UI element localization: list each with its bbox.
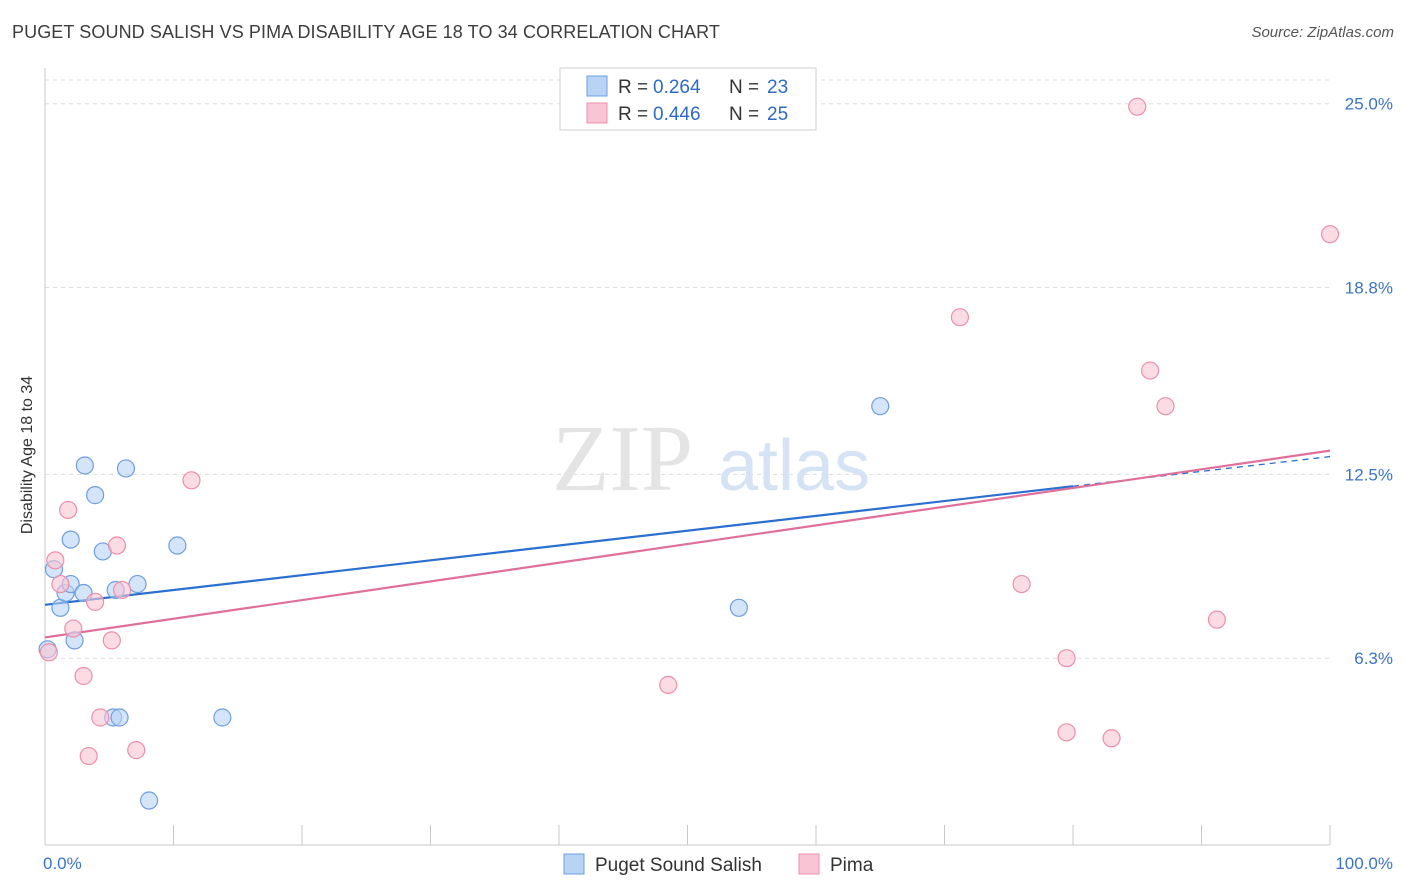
legend-n-label-blue: N = bbox=[729, 77, 759, 98]
point-blue-8 bbox=[75, 456, 94, 475]
point-blue-14 bbox=[116, 459, 136, 478]
x-tick-label-1: 100.0% bbox=[1335, 854, 1393, 873]
point-pink-17 bbox=[1057, 649, 1076, 668]
point-blue-17 bbox=[168, 536, 187, 555]
trend-layer bbox=[44, 449, 1331, 639]
watermark-zip: ZIP bbox=[552, 407, 693, 511]
point-blue-19 bbox=[729, 598, 749, 617]
point-pink-18 bbox=[1057, 723, 1076, 742]
legend-swatch-blue bbox=[586, 75, 608, 97]
bottom-legend-swatch-blue bbox=[563, 853, 585, 875]
point-pink-23 bbox=[1207, 610, 1227, 629]
point-pink-19 bbox=[1102, 729, 1121, 748]
y-tick-label-1: 12.5% bbox=[1345, 465, 1393, 484]
bottom-legend-label-pink: Pima bbox=[830, 855, 874, 876]
chart-title: PUGET SOUND SALISH VS PIMA DISABILITY AG… bbox=[12, 22, 721, 42]
point-blue-15 bbox=[128, 574, 147, 594]
point-pink-1 bbox=[46, 551, 65, 570]
point-pink-4 bbox=[64, 619, 83, 638]
legend-r-value-pink: 0.446 bbox=[653, 104, 701, 125]
point-pink-6 bbox=[79, 746, 98, 766]
point-blue-5 bbox=[61, 530, 80, 549]
legend: R = 0.264 N = 23 R = 0.446 N = 25 bbox=[559, 67, 817, 131]
y-axis-title: Disability Age 18 to 34 bbox=[19, 376, 36, 534]
point-pink-21 bbox=[1140, 361, 1160, 380]
y-tick-label-0: 6.3% bbox=[1354, 649, 1393, 668]
point-pink-11 bbox=[112, 580, 132, 600]
point-pink-10 bbox=[107, 536, 127, 555]
point-pink-3 bbox=[59, 500, 78, 520]
point-pink-0 bbox=[39, 643, 58, 662]
legend-r-value-blue: 0.264 bbox=[653, 77, 701, 98]
axis-layer: 6.3% 12.5% 18.8% 25.0% 0.0% 100.0% bbox=[43, 68, 1393, 873]
grid-layer bbox=[45, 79, 1330, 659]
y-tick-label-3: 25.0% bbox=[1345, 95, 1393, 114]
legend-n-value-blue: 23 bbox=[767, 77, 788, 98]
point-blue-9 bbox=[86, 486, 105, 505]
point-pink-13 bbox=[182, 471, 201, 490]
bottom-legend-swatch-pink bbox=[798, 853, 820, 875]
point-blue-18 bbox=[213, 708, 232, 727]
point-pink-7 bbox=[86, 592, 105, 611]
point-pink-9 bbox=[102, 631, 121, 650]
legend-n-value-pink: 25 bbox=[767, 104, 788, 125]
point-blue-13 bbox=[110, 708, 129, 727]
legend-r-label-blue: R = bbox=[618, 77, 648, 98]
point-pink-8 bbox=[91, 708, 110, 727]
point-pink-5 bbox=[74, 666, 93, 686]
point-pink-22 bbox=[1156, 397, 1175, 416]
x-tick-label-0: 0.0% bbox=[43, 854, 82, 873]
legend-r-label-pink: R = bbox=[618, 104, 648, 125]
point-pink-2 bbox=[51, 574, 70, 594]
point-pink-16 bbox=[1012, 574, 1031, 594]
bottom-legend-label-blue: Puget Sound Salish bbox=[595, 855, 762, 876]
point-pink-15 bbox=[950, 308, 970, 327]
trendline-pink bbox=[44, 449, 1331, 639]
source-label: Source: ZipAtlas.com bbox=[1251, 24, 1394, 41]
points-layer bbox=[38, 97, 1340, 810]
point-pink-14 bbox=[659, 675, 678, 694]
point-blue-16 bbox=[139, 791, 159, 810]
bottom-legend: Puget Sound Salish Pima bbox=[563, 853, 874, 876]
watermark-atlas: atlas bbox=[718, 426, 870, 506]
point-pink-12 bbox=[127, 741, 146, 760]
watermark: ZIP atlas bbox=[552, 407, 870, 511]
trendline-blue-solid bbox=[44, 485, 1074, 606]
point-blue-20 bbox=[871, 397, 890, 416]
legend-n-label-pink: N = bbox=[729, 104, 759, 125]
y-tick-label-2: 18.8% bbox=[1345, 279, 1393, 298]
point-pink-24 bbox=[1320, 225, 1340, 244]
legend-swatch-pink bbox=[586, 102, 608, 124]
point-pink-20 bbox=[1128, 97, 1147, 116]
